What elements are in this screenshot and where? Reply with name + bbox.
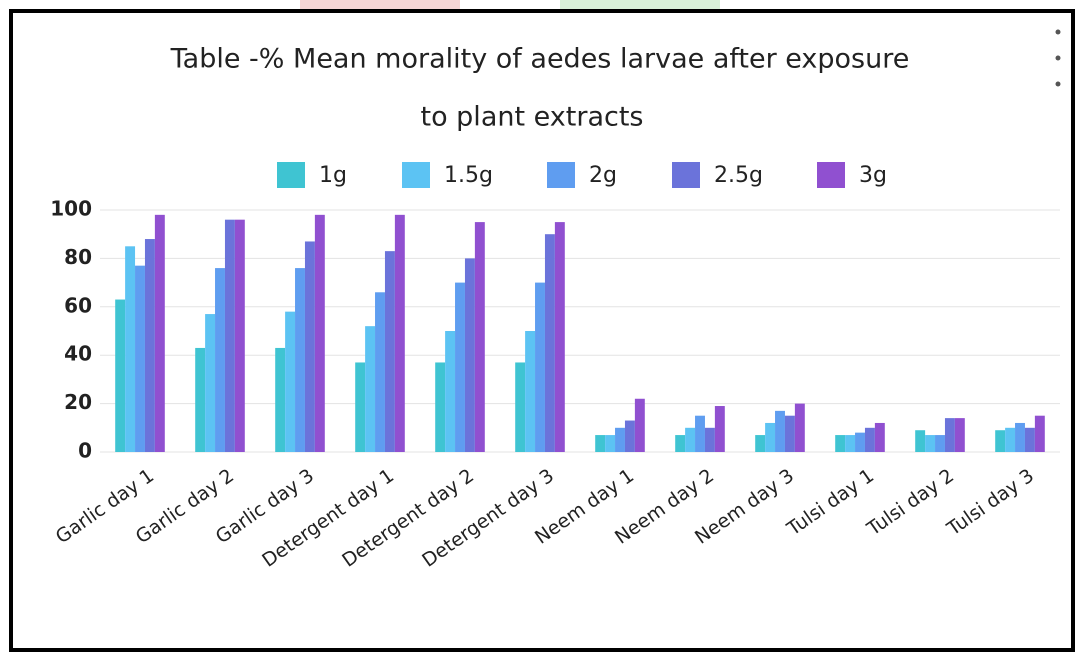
bar <box>995 430 1006 452</box>
decor <box>560 0 720 10</box>
bar <box>224 219 235 452</box>
legend-label: 1.5g <box>444 163 493 188</box>
bar <box>195 347 206 452</box>
bar <box>835 435 846 452</box>
bar <box>394 214 405 452</box>
bar <box>515 362 526 452</box>
bar <box>704 427 715 452</box>
bar <box>695 415 705 452</box>
bar <box>464 258 475 452</box>
legend-swatch <box>402 162 430 188</box>
legend-label: 2.5g <box>714 163 763 188</box>
bar <box>624 420 635 452</box>
bar <box>765 422 776 452</box>
bar <box>845 435 856 452</box>
menu-dot <box>1055 81 1061 87</box>
bar <box>944 418 955 452</box>
bar <box>365 326 376 452</box>
bar <box>384 251 395 452</box>
bar <box>755 435 766 452</box>
bar <box>855 432 865 452</box>
bar <box>144 239 155 452</box>
menu-icon[interactable] <box>1055 29 1061 87</box>
legend-swatch <box>817 162 845 188</box>
chart-title: Table -% Mean morality of aedes larvae a… <box>170 44 910 75</box>
bar <box>634 398 645 452</box>
bar <box>1015 422 1025 452</box>
y-tick-label: 100 <box>50 197 92 221</box>
bar <box>455 282 465 452</box>
bar <box>714 406 725 452</box>
bar <box>935 435 945 452</box>
bar <box>615 427 625 452</box>
bar <box>915 430 926 452</box>
bar <box>375 292 385 452</box>
legend-swatch <box>277 162 305 188</box>
bar <box>675 435 686 452</box>
bar <box>445 331 456 452</box>
bar <box>234 219 245 452</box>
bar <box>135 265 145 452</box>
bar <box>1034 415 1045 452</box>
bar <box>554 222 565 452</box>
bar <box>794 403 805 452</box>
bar <box>154 214 165 452</box>
bar <box>115 299 126 452</box>
chart-title: to plant extracts <box>420 102 643 133</box>
bar <box>605 435 616 452</box>
bar <box>355 362 366 452</box>
y-tick-label: 40 <box>64 342 92 366</box>
bar <box>1024 427 1035 452</box>
legend-swatch <box>672 162 700 188</box>
bar <box>595 435 606 452</box>
y-tick-label: 0 <box>78 439 92 463</box>
bar <box>874 422 885 452</box>
menu-dot <box>1055 55 1061 61</box>
bar <box>295 268 305 452</box>
menu-dot <box>1055 29 1061 35</box>
bar <box>954 418 965 452</box>
bar <box>314 214 325 452</box>
bar <box>535 282 545 452</box>
bar <box>205 314 216 452</box>
bar <box>125 246 136 452</box>
bar <box>1005 427 1016 452</box>
legend-swatch <box>547 162 575 188</box>
legend-label: 3g <box>859 163 887 188</box>
legend-label: 1g <box>319 163 347 188</box>
bar <box>474 222 485 452</box>
bar <box>304 241 315 452</box>
bar <box>435 362 446 452</box>
bar <box>215 268 225 452</box>
bar <box>285 311 296 452</box>
y-tick-label: 20 <box>64 390 92 414</box>
bar <box>685 427 696 452</box>
y-tick-label: 60 <box>64 293 92 317</box>
bar <box>784 415 795 452</box>
y-tick-label: 80 <box>64 245 92 269</box>
bar <box>544 234 555 452</box>
bar <box>275 347 286 452</box>
legend-label: 2g <box>589 163 617 188</box>
bar <box>525 331 536 452</box>
bar <box>864 427 875 452</box>
decor <box>300 0 460 10</box>
bar <box>925 435 936 452</box>
bar <box>775 410 785 452</box>
